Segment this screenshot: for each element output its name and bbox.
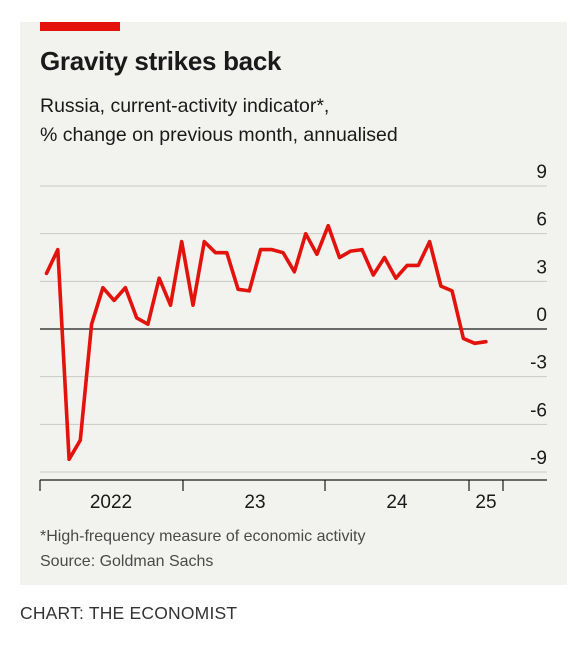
y-tick-label: -3: [530, 353, 547, 374]
brand-tag: [40, 22, 120, 31]
x-tick-label: 25: [475, 492, 496, 513]
subtitle-line-2: % change on previous month, annualised: [40, 124, 398, 146]
y-tick-label: -6: [530, 400, 547, 421]
x-axis: [39, 479, 547, 491]
chart-title: Gravity strikes back: [40, 46, 282, 76]
y-axis-labels: 9 6 3 0 -3 -6 -9: [530, 162, 547, 469]
line-chart: 9 6 3 0 -3 -6 -9 2022 23 24 25: [39, 162, 547, 513]
x-axis-labels: 2022 23 24 25: [90, 492, 497, 513]
y-tick-label: 0: [536, 305, 547, 326]
x-tick-label: 2022: [90, 492, 132, 513]
series-line: [44, 223, 488, 462]
chart-credit: CHART: THE ECONOMIST: [20, 603, 238, 623]
y-tick-label: 9: [536, 162, 547, 183]
x-tick-label: 23: [244, 492, 265, 513]
series-group: [44, 223, 488, 462]
y-tick-label: -9: [530, 448, 547, 469]
chart-subtitle: Russia, current-activity indicator*, % c…: [40, 92, 540, 150]
y-tick-label: 3: [536, 257, 547, 278]
chart-card: Gravity strikes back Russia, current-act…: [20, 22, 567, 585]
source-text: Source: Goldman Sachs: [40, 553, 214, 570]
footnote-text: *High-frequency measure of economic acti…: [40, 528, 366, 545]
chart-footnote-block: *High-frequency measure of economic acti…: [40, 524, 365, 574]
x-tick-label: 24: [386, 492, 408, 513]
y-tick-label: 6: [536, 210, 547, 231]
gridlines: [40, 185, 547, 473]
subtitle-line-1: Russia, current-activity indicator*,: [40, 95, 330, 117]
